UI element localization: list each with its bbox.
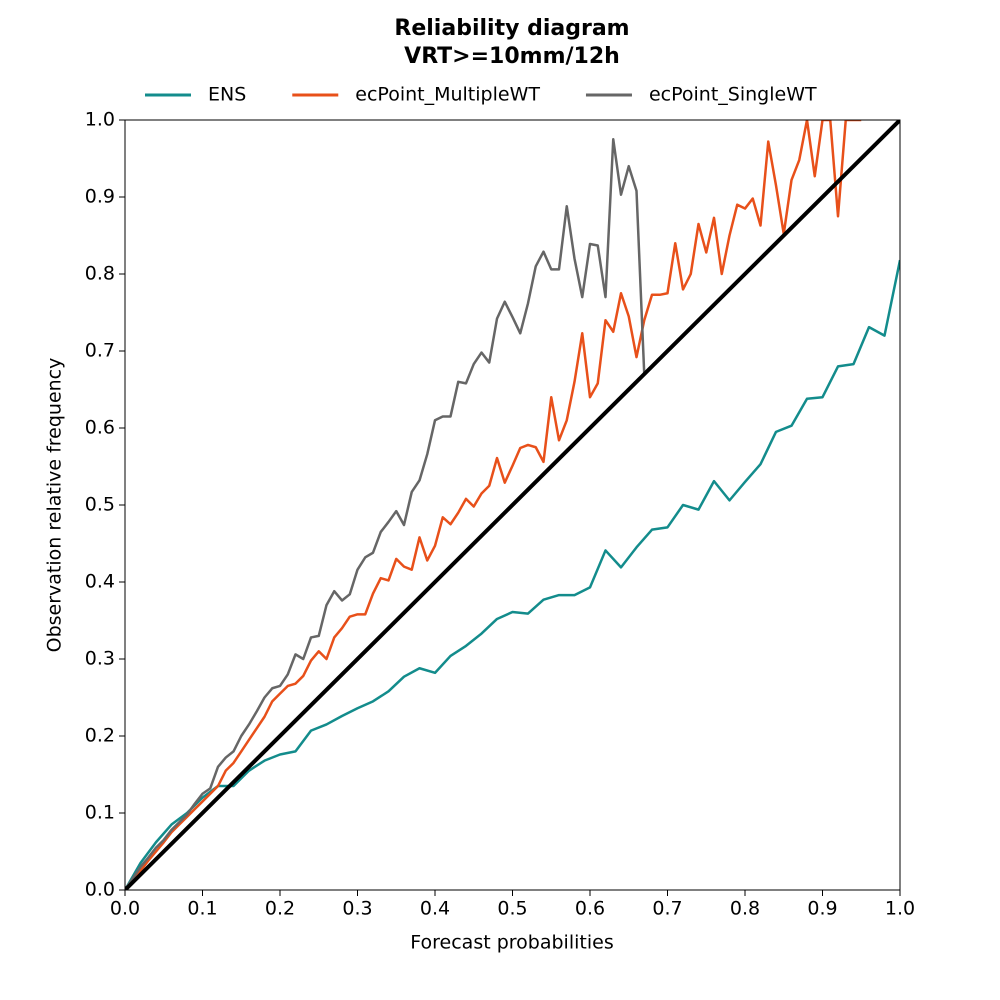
legend-label: ecPoint_MultipleWT: [355, 84, 540, 106]
legend-label: ecPoint_SingleWT: [649, 84, 817, 106]
plot-area: [125, 120, 900, 890]
y-tick-label: 0.6: [85, 417, 115, 439]
x-tick-label: 0.0: [110, 898, 140, 920]
y-tick-label: 0.5: [85, 494, 115, 516]
y-tick-label: 0.8: [85, 263, 115, 285]
y-tick-label: 0.0: [85, 879, 115, 901]
x-tick-label: 0.8: [730, 898, 760, 920]
chart-subtitle: VRT>=10mm/12h: [404, 44, 620, 69]
series-line: [125, 138, 646, 890]
x-tick-label: 1.0: [885, 898, 915, 920]
series-line: [125, 259, 900, 890]
chart-title: Reliability diagram: [394, 16, 629, 41]
x-tick-label: 0.6: [575, 898, 605, 920]
x-tick-label: 0.2: [265, 898, 295, 920]
y-tick-label: 0.9: [85, 186, 115, 208]
reference-line: [125, 120, 900, 890]
y-axis-label: Observation relative frequency: [44, 358, 66, 653]
x-tick-label: 0.5: [497, 898, 527, 920]
x-tick-label: 0.3: [342, 898, 372, 920]
y-tick-label: 0.7: [85, 340, 115, 362]
x-tick-label: 0.9: [807, 898, 837, 920]
x-tick-label: 0.7: [652, 898, 682, 920]
y-tick-label: 0.1: [85, 802, 115, 824]
y-tick-label: 0.3: [85, 648, 115, 670]
y-tick-label: 0.2: [85, 725, 115, 747]
y-tick-label: 1.0: [85, 109, 115, 131]
x-tick-label: 0.4: [420, 898, 450, 920]
legend-label: ENS: [208, 84, 246, 106]
y-tick-label: 0.4: [85, 571, 115, 593]
x-axis-label: Forecast probabilities: [410, 932, 613, 954]
series-line: [125, 120, 862, 890]
x-tick-label: 0.1: [187, 898, 217, 920]
